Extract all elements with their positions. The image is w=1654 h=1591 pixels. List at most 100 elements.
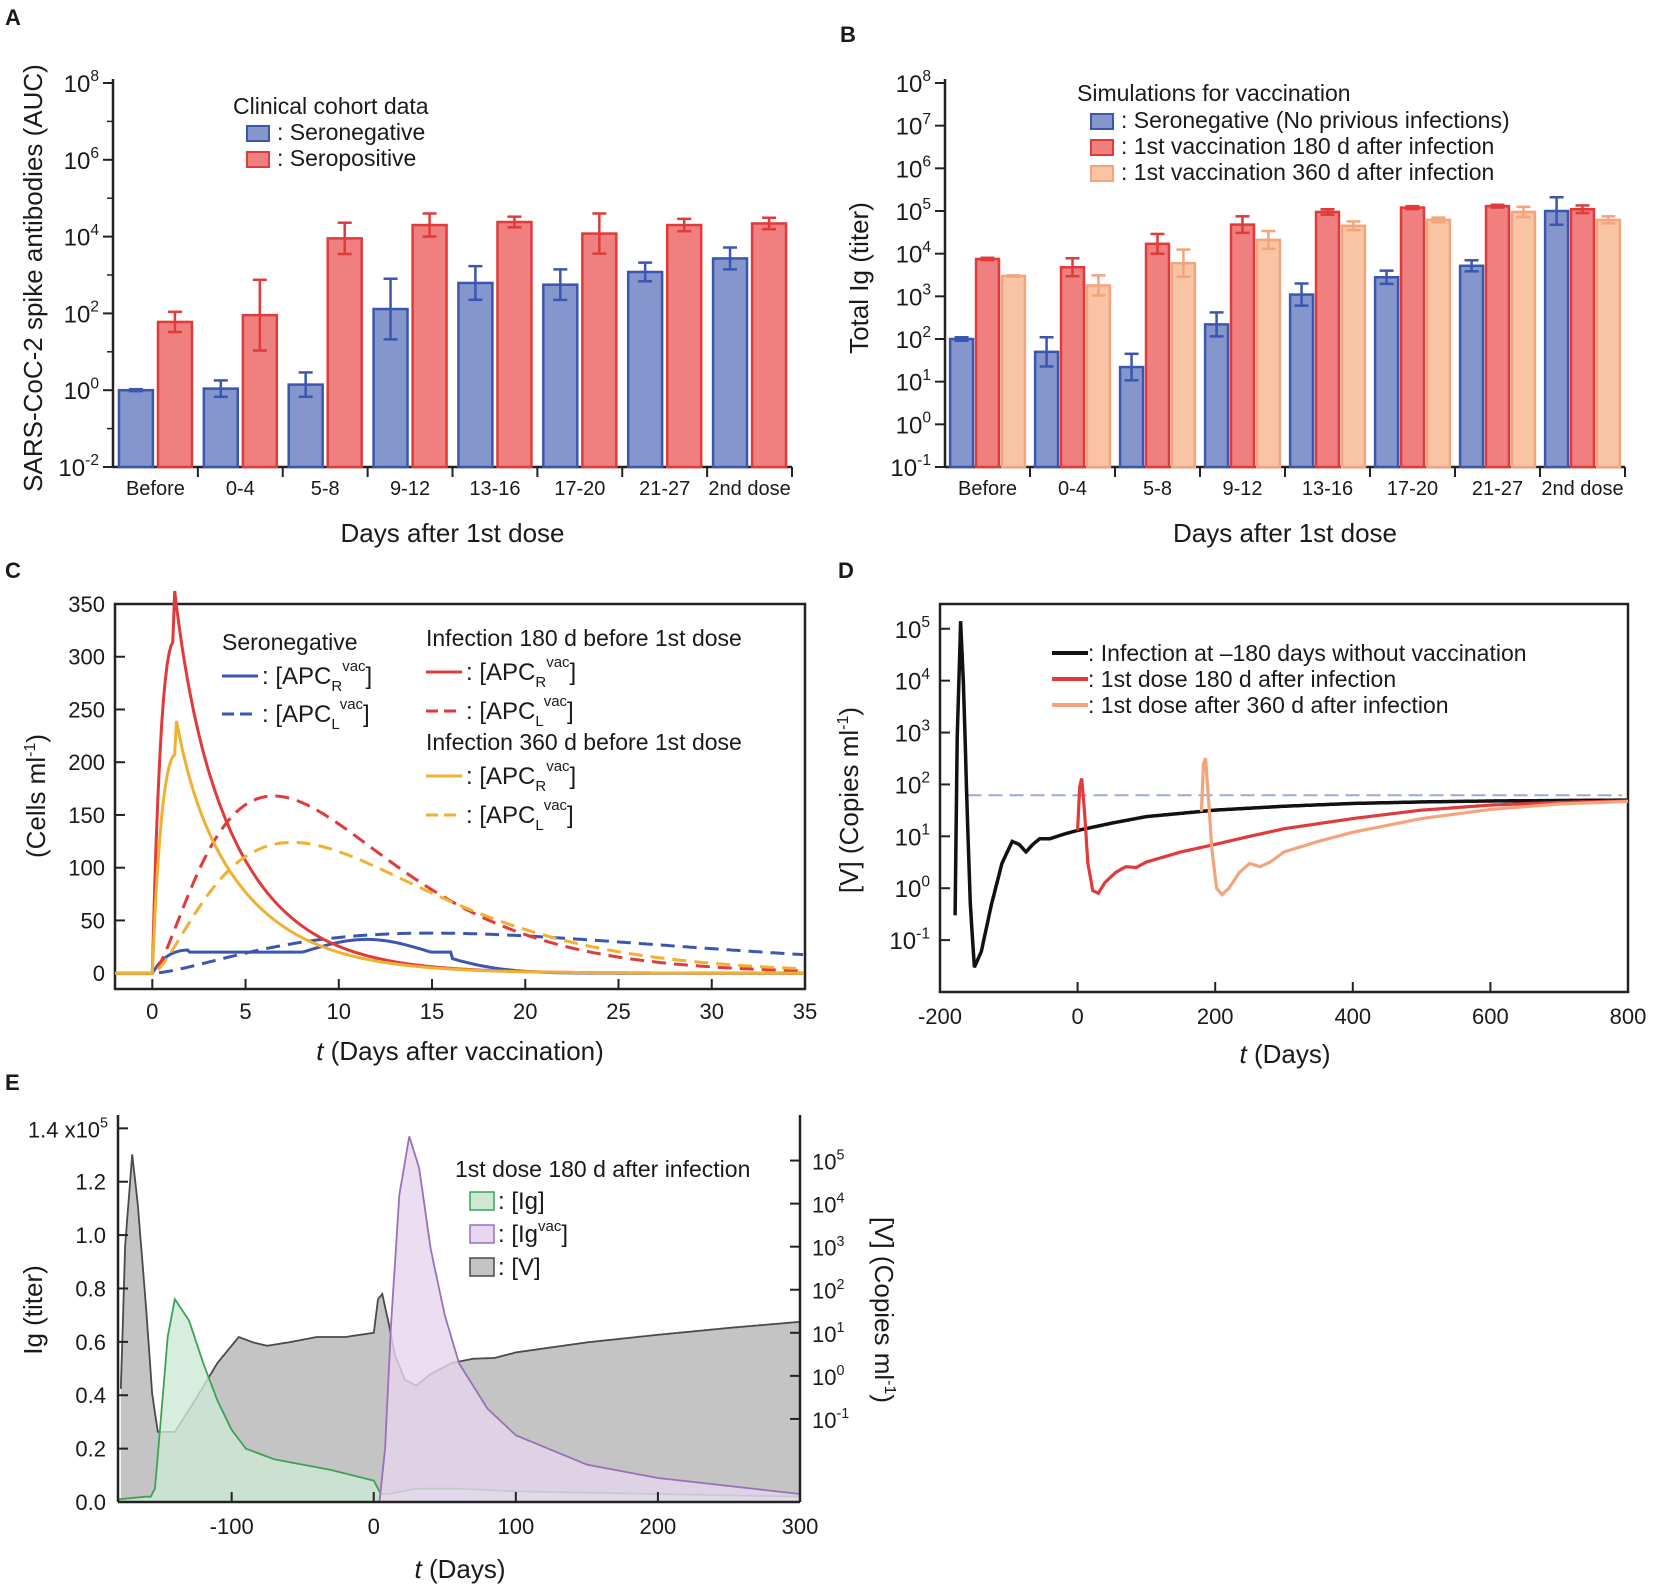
legend-title: 1st dose 180 d after infection — [455, 1156, 750, 1182]
legend-label: : [APCRvac] — [262, 658, 372, 695]
bar — [326, 237, 363, 469]
x-tick-label: 0 — [146, 999, 158, 1024]
y-tick-label: 10-2 — [58, 452, 99, 482]
legend-swatch — [246, 151, 270, 168]
y-tick-label: 100 — [896, 410, 932, 440]
y-right-tick-label: 10-1 — [812, 1406, 849, 1433]
x-tick-label: 21-27 — [639, 478, 690, 500]
x-axis-label: t (Days after vaccination) — [316, 1036, 604, 1066]
y-tick-label: 102 — [64, 299, 99, 329]
bar — [665, 223, 703, 469]
series-area — [118, 1136, 800, 1502]
bar — [1340, 224, 1367, 469]
y-tick-label: 100 — [68, 856, 105, 881]
x-tick-label: 20 — [513, 999, 537, 1024]
bar — [1000, 274, 1027, 469]
legend-swatch — [469, 1224, 495, 1244]
y-right-tick-label: 104 — [812, 1191, 844, 1218]
x-tick-label: 0 — [368, 1514, 380, 1539]
y-axis-label: SARS-CoC-2 spike antibodies (AUC) — [18, 64, 48, 492]
bar — [1144, 242, 1171, 469]
y-tick-label: 108 — [64, 68, 99, 98]
x-axis-label: Days after 1st dose — [341, 518, 565, 548]
x-tick-label: 5-8 — [1143, 478, 1172, 500]
y-tick-label: 108 — [896, 68, 931, 98]
legend-label: : [V] — [498, 1254, 541, 1281]
series-line — [115, 931, 804, 975]
y-tick-label: 105 — [896, 196, 932, 226]
bar — [1314, 210, 1341, 469]
legend-group-title: Infection 180 d before 1st dose — [426, 625, 742, 651]
x-tick-label: Before — [126, 478, 185, 500]
x-tick-label: 300 — [782, 1514, 819, 1539]
y-tick-label: 10-1 — [889, 925, 930, 955]
series-line — [115, 720, 804, 975]
bar — [1510, 210, 1537, 469]
x-tick-label: 17-20 — [554, 478, 605, 500]
x-tick-label: 25 — [606, 999, 630, 1024]
y-tick-label: 300 — [68, 645, 105, 670]
bar — [948, 337, 975, 469]
y-tick-label: 104 — [896, 239, 932, 269]
bar — [542, 283, 579, 469]
series-area — [120, 1154, 801, 1502]
bar — [1085, 284, 1112, 469]
x-tick-label: 0-4 — [226, 478, 255, 500]
bar — [287, 383, 324, 469]
bar — [1425, 218, 1452, 469]
x-tick-label: Before — [958, 478, 1017, 500]
panel-D: D 10-1 100 101 102 103 104 105 -200 0 200 400 600 800… — [834, 558, 1646, 1069]
y-tick-label: 102 — [896, 324, 931, 354]
x-tick-label: 17-20 — [1387, 478, 1438, 500]
bar — [1484, 204, 1511, 469]
panel-letter: D — [838, 558, 854, 583]
x-tick-label: -200 — [918, 1004, 962, 1029]
legend-label: : 1st vaccination 360 d after infection — [1121, 159, 1494, 185]
panel-letter: B — [840, 22, 856, 47]
y-axis-label-right: [V] (Copies ml-1) — [869, 1217, 899, 1403]
legend-swatch — [469, 1257, 495, 1277]
y-tick-label: 1.0 — [75, 1223, 106, 1248]
x-tick-label: 21-27 — [1472, 478, 1523, 500]
y-tick-label: 0.0 — [75, 1490, 106, 1515]
series-line — [115, 794, 804, 975]
bar — [1033, 350, 1060, 469]
x-tick-label: 2nd dose — [1541, 478, 1623, 500]
legend-label: : Seronegative (No privious infections) — [1121, 107, 1510, 133]
y-tick-label: 200 — [68, 750, 105, 775]
bar — [1255, 238, 1282, 469]
panel-letter: E — [5, 1070, 20, 1095]
y-axis-label: Total Ig (titer) — [844, 202, 874, 354]
y-right-tick-label: 105 — [812, 1148, 844, 1175]
y-tick-label: 101 — [896, 367, 931, 397]
series-line — [1199, 757, 1629, 897]
x-tick-label: 100 — [497, 1514, 534, 1539]
legend-swatch — [1090, 139, 1114, 156]
panel-E: E 0.0 0.2 0.4 0.6 0.8 1.0 1.2 1.4 x105 10-1 100 101… — [5, 1070, 899, 1584]
bar — [496, 220, 533, 469]
legend-swatch — [469, 1191, 495, 1211]
x-tick-label: 800 — [1610, 1004, 1647, 1029]
y-axis-label: Ig (titer) — [18, 1265, 48, 1355]
series-area — [118, 1299, 800, 1502]
y-right-tick-label: 100 — [812, 1363, 844, 1390]
bar — [117, 388, 155, 469]
bar — [974, 257, 1001, 469]
x-tick-label: 30 — [700, 999, 724, 1024]
y-tick-label: 150 — [68, 803, 105, 828]
bar — [1059, 266, 1086, 469]
y-tick-label: 0.8 — [75, 1276, 106, 1301]
y-tick-label: 101 — [895, 822, 930, 852]
legend-label: : [APCLvac] — [466, 797, 574, 834]
x-tick-label: 15 — [420, 999, 444, 1024]
plot-frame — [113, 602, 807, 991]
y-tick-label: 350 — [68, 592, 105, 617]
panel-letter: C — [5, 558, 21, 583]
x-tick-label: 600 — [1472, 1004, 1509, 1029]
y-tick-label: 103 — [896, 282, 931, 312]
bar — [156, 320, 194, 469]
y-tick-label: 0.4 — [75, 1383, 106, 1408]
legend-label: : [APCRvac] — [466, 654, 576, 691]
x-tick-label: 35 — [793, 999, 817, 1024]
x-tick-label: 200 — [1197, 1004, 1234, 1029]
